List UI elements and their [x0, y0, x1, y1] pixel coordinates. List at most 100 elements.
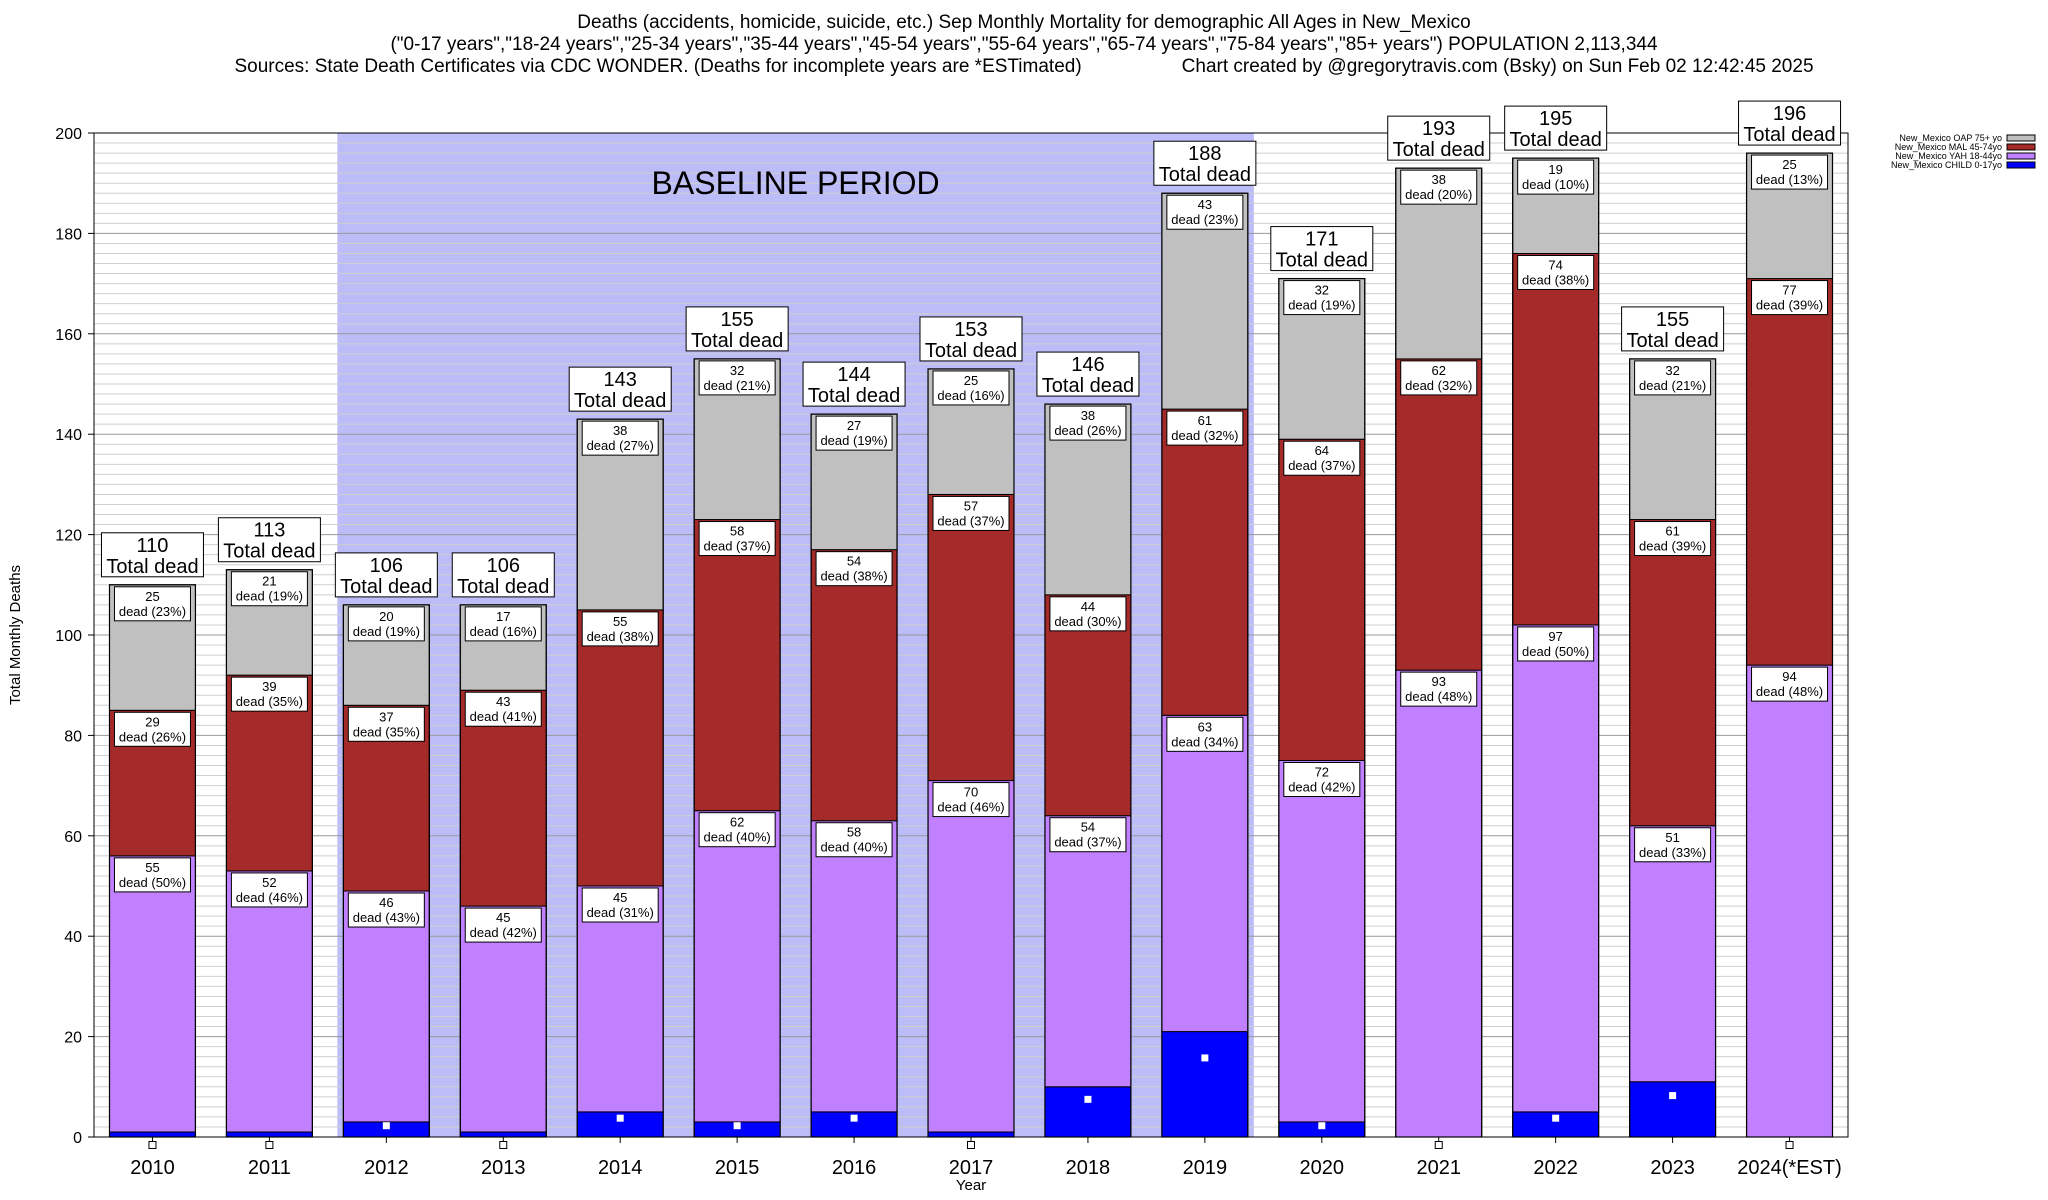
segment-pct-label: dead (37%)	[704, 539, 771, 554]
bar-segment	[810, 820, 898, 1113]
segment-count-label: 62	[1431, 363, 1445, 378]
segment-pct-label: dead (40%)	[704, 830, 771, 845]
segment-label-box	[347, 892, 425, 928]
x-tick-label: 2017	[949, 1157, 994, 1179]
bar-segment	[1395, 358, 1483, 671]
bar-segment	[459, 1131, 547, 1138]
segment-pct-label: dead (39%)	[1756, 298, 1823, 313]
y-tick-label: 160	[55, 327, 82, 344]
total-label-box	[1153, 140, 1257, 186]
bar-segment	[576, 885, 664, 1113]
total-count-label: 106	[370, 555, 403, 577]
segment-label-box	[1400, 360, 1478, 396]
total-label-box	[685, 306, 789, 352]
total-count-label: 193	[1422, 118, 1455, 140]
segment-pct-label: dead (30%)	[1054, 614, 1121, 629]
segment-count-label: 97	[1548, 629, 1562, 644]
segment-count-label: 64	[1315, 443, 1329, 458]
segment-count-label: 38	[1081, 408, 1095, 423]
legend-label: New_Mexico MAL 45-74yo	[1895, 142, 2002, 152]
chart-source-line: Sources: State Death Certificates via CD…	[0, 56, 2048, 78]
segment-pct-label: dead (26%)	[1054, 423, 1121, 438]
segment-count-label: 32	[730, 363, 744, 378]
segment-count-label: 25	[964, 373, 978, 388]
segment-label-box	[698, 521, 776, 557]
segment-pct-label: dead (43%)	[353, 910, 420, 925]
child-marker	[1669, 1092, 1677, 1100]
segment-count-label: 62	[730, 815, 744, 830]
segment-pct-label: dead (48%)	[1405, 689, 1472, 704]
segment-count-label: 45	[613, 890, 627, 905]
child-marker	[616, 1114, 624, 1122]
total-suffix-label: Total dead	[1159, 164, 1251, 186]
x-tick-label: 2013	[481, 1157, 526, 1179]
segment-pct-label: dead (37%)	[937, 513, 1004, 528]
total-suffix-label: Total dead	[1510, 129, 1602, 151]
bar-segment	[1161, 408, 1249, 716]
segment-label-box	[698, 812, 776, 848]
segment-pct-label: dead (46%)	[937, 800, 1004, 815]
child-marker	[733, 1122, 741, 1130]
segment-pct-label: dead (35%)	[236, 694, 303, 709]
segment-pct-label: dead (23%)	[1171, 212, 1238, 227]
child-marker	[382, 1122, 390, 1130]
segment-count-label: 19	[1548, 162, 1562, 177]
segment-label-box	[581, 420, 659, 456]
segment-label-box	[815, 415, 893, 451]
segment-label-box	[1049, 405, 1127, 441]
segment-label-box	[815, 822, 893, 858]
segment-pct-label: dead (39%)	[1639, 539, 1706, 554]
total-count-label: 171	[1305, 229, 1338, 251]
total-label-box	[451, 552, 555, 598]
total-label-box	[1504, 105, 1608, 151]
segment-pct-label: dead (37%)	[1054, 835, 1121, 850]
segment-pct-label: dead (16%)	[470, 624, 537, 639]
bar-segment	[1512, 252, 1600, 626]
chart-credit: Chart created by @gregorytravis.com (Bsk…	[1181, 56, 1814, 77]
segment-count-label: 51	[1665, 830, 1679, 845]
segment-count-label: 58	[847, 825, 861, 840]
segment-label-box	[932, 495, 1010, 531]
segment-count-label: 55	[145, 860, 159, 875]
bar-segment	[1161, 1031, 1249, 1138]
y-tick-label: 80	[64, 728, 82, 745]
total-suffix-label: Total dead	[808, 385, 900, 407]
x-tick-label: 2010	[130, 1157, 175, 1179]
segment-pct-label: dead (35%)	[353, 724, 420, 739]
segment-label-box	[1049, 817, 1127, 853]
segment-pct-label: dead (19%)	[820, 433, 887, 448]
segment-count-label: 44	[1081, 599, 1095, 614]
segment-pct-label: dead (19%)	[1288, 298, 1355, 313]
segment-label-box	[1634, 827, 1712, 863]
segment-count-label: 32	[1315, 283, 1329, 298]
total-count-label: 196	[1773, 103, 1806, 125]
segment-label-box	[1400, 671, 1478, 707]
segment-pct-label: dead (20%)	[1405, 187, 1472, 202]
segment-label-box	[1283, 762, 1361, 797]
segment-pct-label: dead (23%)	[119, 604, 186, 619]
segment-pct-label: dead (42%)	[1288, 780, 1355, 795]
segment-pct-label: dead (40%)	[820, 840, 887, 855]
total-suffix-label: Total dead	[691, 330, 783, 352]
baseline-period-label: BASELINE PERIOD	[652, 165, 940, 201]
bar-segment	[1395, 669, 1483, 1138]
segment-label-box	[815, 551, 893, 587]
total-label-box	[1270, 226, 1374, 272]
total-count-label: 195	[1539, 108, 1572, 130]
total-label-box	[802, 361, 906, 407]
total-suffix-label: Total dead	[457, 576, 549, 598]
x-axis: 2010 2011 2012 2013 2014 2015 2016 2017 2018 2019…	[130, 1137, 1842, 1179]
legend-label: New_Mexico OAP 75+ yo	[1899, 133, 2002, 143]
segment-label-box	[1166, 410, 1244, 446]
segment-pct-label: dead (31%)	[587, 905, 654, 920]
y-tick-label: 140	[55, 427, 82, 444]
segment-pct-label: dead (32%)	[1171, 428, 1238, 443]
segment-label-box	[464, 691, 542, 727]
bar-segment	[1044, 1086, 1132, 1138]
segment-pct-label: dead (21%)	[1639, 378, 1706, 393]
total-count-label: 188	[1188, 143, 1221, 165]
chart-title: Deaths (accidents, homicide, suicide, et…	[577, 12, 1471, 33]
segment-count-label: 21	[262, 574, 276, 589]
y-tick-label: 20	[64, 1030, 82, 1047]
